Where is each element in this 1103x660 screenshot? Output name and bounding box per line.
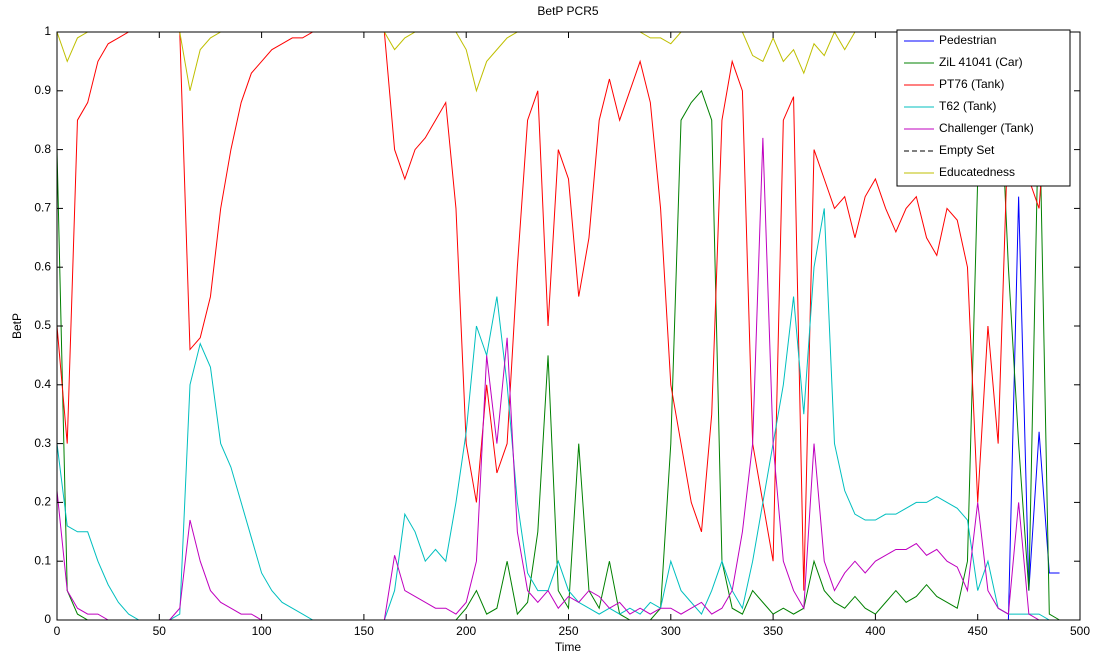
legend: Pedestrian ZiL 41041 (Car) PT76 (Tank) T62 … [896,29,1071,187]
y-tick-label: 0.2 [34,495,51,509]
x-tick-label: 350 [763,624,783,638]
data-line [56,31,1061,591]
y-tick-label: 0.6 [34,259,51,273]
data-line [56,208,1060,621]
x-tick-label: 400 [865,624,885,638]
x-axis-label: Time [555,640,582,654]
y-tick-label: 0.7 [34,201,51,215]
x-tick-label: 500 [1070,624,1090,638]
y-tick-label: 0.1 [34,553,51,567]
y-tick-label: 0.9 [34,83,51,97]
legend-label: PT76 (Tank) [939,77,1004,91]
y-tick-label: 0.4 [34,377,51,391]
x-tick-label: 150 [354,624,374,638]
x-tick-label: 300 [661,624,681,638]
y-tick-label: 0.3 [34,436,51,450]
x-tick-label: 450 [968,624,988,638]
legend-label: Challenger (Tank) [939,121,1034,135]
legend-label: T62 (Tank) [939,99,996,113]
x-tick-label: 0 [54,624,61,638]
y-tick-label: 0.5 [34,318,51,332]
legend-label: Empty Set [939,143,995,157]
legend-label: Pedestrian [939,33,996,47]
legend-label: Educatedness [939,165,1015,179]
chart-title: BetP PCR5 [537,4,598,18]
legend-box [896,29,1071,187]
y-tick-label: 1 [44,24,51,38]
y-tick-label: 0 [44,612,51,626]
legend-label: ZiL 41041 (Car) [939,55,1023,69]
y-axis-label: BetP [10,313,24,339]
x-tick-label: 250 [558,624,578,638]
y-tick-label: 0.8 [34,142,51,156]
x-tick-label: 50 [153,624,167,638]
x-tick-label: 200 [456,624,476,638]
x-tick-label: 100 [252,624,272,638]
data-line [56,137,1060,621]
